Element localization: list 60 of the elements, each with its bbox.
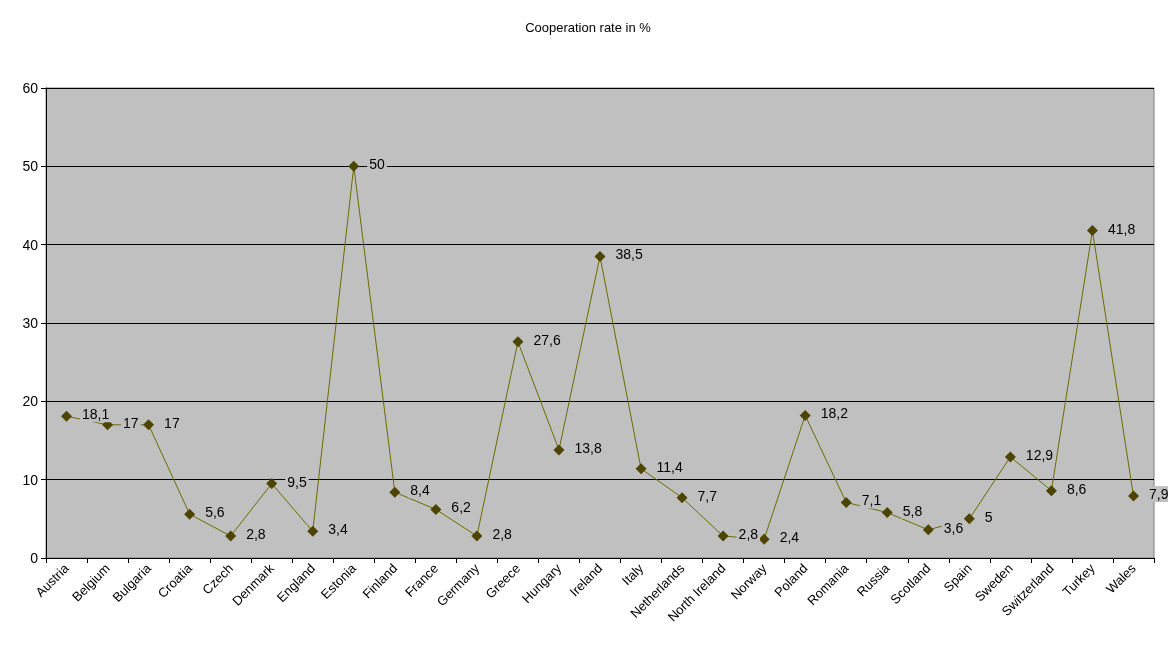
point [594, 250, 606, 262]
data-label: 13,8 [574, 439, 602, 456]
data-label: 18,2 [820, 405, 849, 422]
chart-title: Cooperation rate in % [525, 20, 652, 35]
point [922, 524, 934, 536]
point [881, 507, 893, 519]
data-label: 12,9 [1025, 446, 1054, 463]
y-tick-label: 30 [22, 315, 39, 331]
data-label: 27,6 [533, 331, 561, 348]
data-label: 5,6 [205, 504, 225, 521]
data-label: 8,6 [1066, 480, 1087, 497]
point [307, 525, 319, 537]
point [389, 486, 401, 498]
data-label: 5 [984, 508, 993, 525]
y-tick-label: 0 [30, 550, 39, 566]
data-label: 2,4 [779, 529, 800, 546]
data-label: 7,9 [1148, 486, 1169, 503]
data-label: 2,8 [738, 526, 759, 543]
data-label: 17 [164, 414, 180, 431]
point [840, 496, 852, 508]
data-label: 41,8 [1107, 220, 1136, 237]
point [799, 409, 811, 421]
point [635, 463, 647, 475]
data-label: 2,8 [492, 526, 513, 543]
point [553, 444, 565, 456]
point [1045, 485, 1057, 497]
data-label: 18,1 [82, 406, 110, 423]
point [430, 503, 442, 515]
y-tick-label: 40 [22, 236, 39, 253]
point [1004, 451, 1016, 463]
point [225, 530, 237, 542]
y-tick-label: 20 [22, 393, 39, 410]
data-label: 38,5 [615, 246, 643, 263]
data-label: 7,7 [697, 487, 718, 504]
point [963, 513, 975, 525]
data-label: 7,1 [861, 492, 882, 509]
point [348, 160, 360, 172]
data-label: 8,4 [410, 482, 430, 499]
y-tick-label: 60 [22, 80, 39, 96]
point [143, 419, 155, 431]
data-label: 50 [369, 156, 386, 173]
y-tick-label: 10 [22, 471, 39, 488]
data-label: 3,4 [328, 521, 348, 538]
point [717, 530, 729, 542]
point [512, 336, 524, 348]
data-label: 5,8 [902, 502, 923, 519]
data-label: 2,8 [246, 526, 266, 543]
point [1086, 225, 1098, 237]
point [1127, 490, 1139, 502]
data-label: 17 [123, 414, 139, 431]
point [676, 492, 688, 504]
point [471, 530, 483, 542]
data-label: 3,6 [943, 519, 964, 536]
point [184, 508, 196, 520]
point [61, 410, 73, 422]
data-label: 9,5 [287, 473, 307, 490]
data-label: 11,4 [656, 458, 683, 475]
data-label: 6,2 [451, 499, 472, 516]
point [266, 478, 278, 490]
y-tick-label: 50 [22, 158, 39, 175]
